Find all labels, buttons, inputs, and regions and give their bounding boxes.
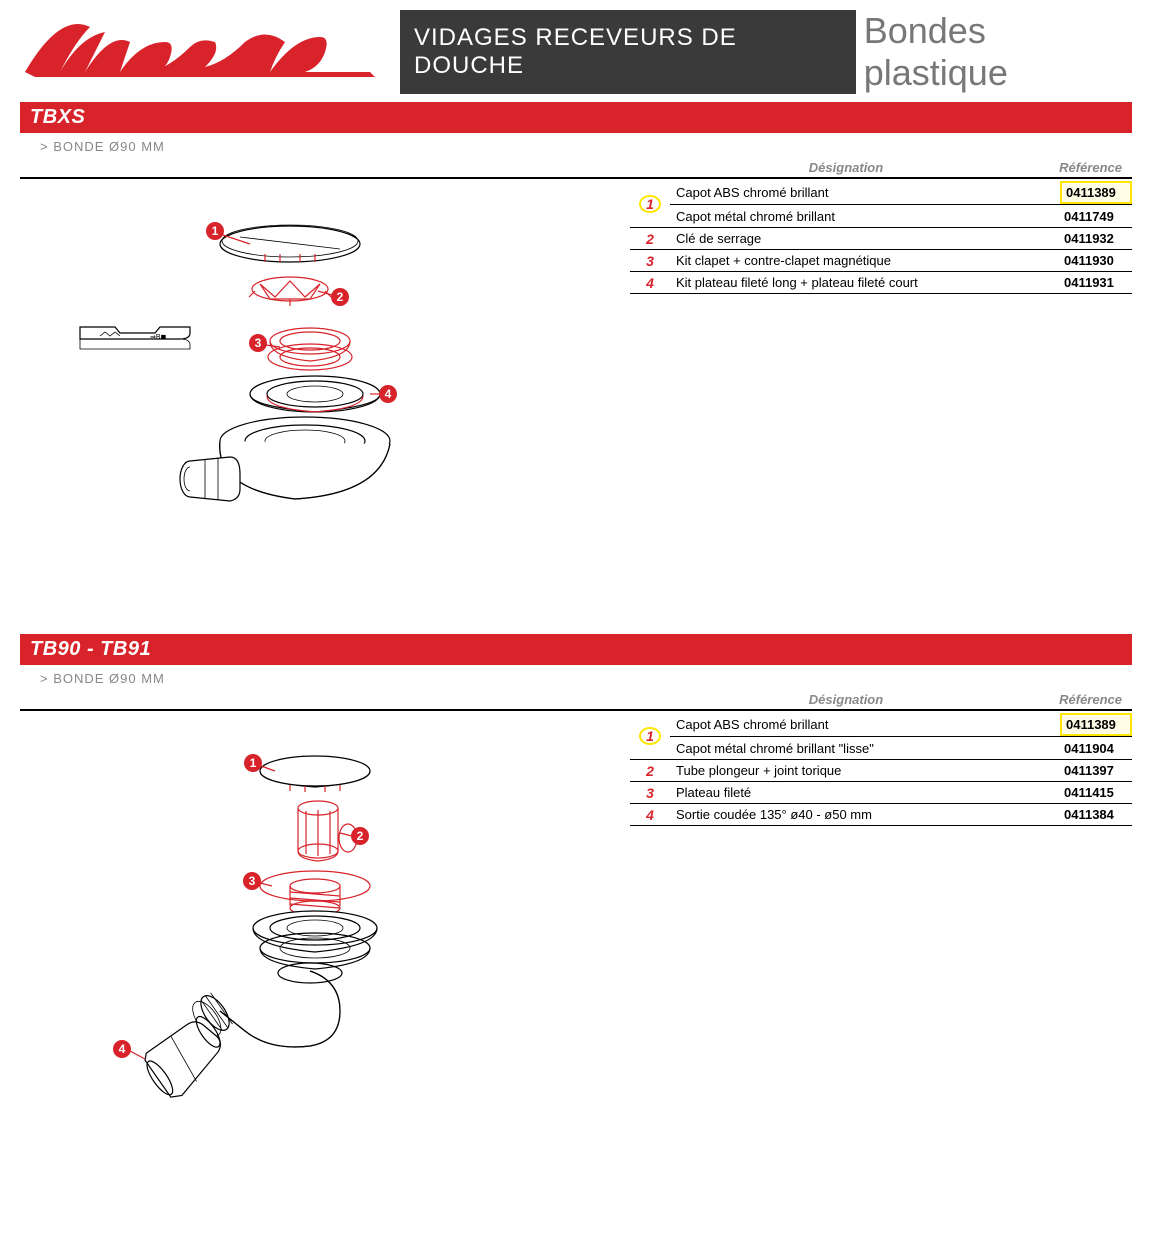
part-designation: Clé de serrage xyxy=(670,228,1060,249)
table-row: 3 Kit clapet + contre-clapet magnétique … xyxy=(630,250,1132,272)
svg-text:3: 3 xyxy=(249,874,256,888)
part-reference: 0411389 xyxy=(1060,181,1132,204)
parts-table: 1 Capot ABS chromé brillant 0411389 Capo… xyxy=(630,179,1132,564)
part-designation: Capot métal chromé brillant xyxy=(670,206,1060,227)
table-row: Capot ABS chromé brillant 0411389 xyxy=(670,713,1132,737)
table-row-group: 1 Capot ABS chromé brillant 0411389 Capo… xyxy=(630,713,1132,760)
section-tbxs: TBXS > BONDE Ø90 MM Désignation Référenc… xyxy=(20,102,1132,564)
exploded-diagram-tb90: 1 2 xyxy=(20,711,630,1156)
column-headers: Désignation Référence xyxy=(20,690,1132,709)
part-reference: 0411384 xyxy=(1060,805,1132,824)
part-designation: Kit plateau fileté long + plateau fileté… xyxy=(670,272,1060,293)
table-row-group: 1 Capot ABS chromé brillant 0411389 Capo… xyxy=(630,181,1132,228)
table-row: 2 Tube plongeur + joint torique 0411397 xyxy=(630,760,1132,782)
part-designation: Kit clapet + contre-clapet magnétique xyxy=(670,250,1060,271)
part-reference: 0411932 xyxy=(1060,229,1132,248)
header-category: VIDAGES RECEVEURS DE DOUCHE xyxy=(400,10,856,94)
part-reference: 0411389 xyxy=(1060,713,1132,736)
section-subtitle: > BONDE Ø90 MM xyxy=(20,665,1132,690)
svg-text:2: 2 xyxy=(337,290,344,304)
svg-text:4: 4 xyxy=(119,1042,126,1056)
part-reference: 0411749 xyxy=(1060,207,1132,226)
svg-text:1: 1 xyxy=(250,756,257,770)
part-designation: Capot ABS chromé brillant xyxy=(670,714,1060,735)
part-number: 3 xyxy=(630,253,670,269)
section-title: TBXS xyxy=(20,102,1132,133)
svg-text:2: 2 xyxy=(357,829,364,843)
svg-text:3: 3 xyxy=(255,336,262,350)
page-header: VIDAGES RECEVEURS DE DOUCHE Bondes plast… xyxy=(20,10,1132,94)
part-number: 1 xyxy=(630,713,670,759)
svg-text:4: 4 xyxy=(385,387,392,401)
part-reference: 0411397 xyxy=(1060,761,1132,780)
parts-table: 1 Capot ABS chromé brillant 0411389 Capo… xyxy=(630,711,1132,1156)
part-number: 1 xyxy=(630,181,670,227)
svg-text:⇒B◼: ⇒B◼ xyxy=(150,334,167,341)
exploded-diagram-tbxs: 1 2 ⇒B◼ xyxy=(20,179,630,564)
section-title: TB90 - TB91 xyxy=(20,634,1132,665)
part-number: 4 xyxy=(630,275,670,291)
col-designation: Désignation xyxy=(650,160,1042,175)
col-reference: Référence xyxy=(1042,692,1132,707)
section-subtitle: > BONDE Ø90 MM xyxy=(20,133,1132,158)
header-subcategory: Bondes plastique xyxy=(856,10,1132,94)
table-row: 4 Sortie coudée 135° ø40 - ø50 mm 041138… xyxy=(630,804,1132,826)
part-reference: 0411904 xyxy=(1060,739,1132,758)
part-reference: 0411415 xyxy=(1060,783,1132,802)
part-reference: 0411931 xyxy=(1060,273,1132,292)
table-row: 2 Clé de serrage 0411932 xyxy=(630,228,1132,250)
column-headers: Désignation Référence xyxy=(20,158,1132,177)
part-number: 3 xyxy=(630,785,670,801)
part-number: 2 xyxy=(630,231,670,247)
section-tb90-tb91: TB90 - TB91 > BONDE Ø90 MM Désignation R… xyxy=(20,634,1132,1156)
part-designation: Sortie coudée 135° ø40 - ø50 mm xyxy=(670,804,1060,825)
col-designation: Désignation xyxy=(650,692,1042,707)
table-row: Capot métal chromé brillant 0411749 xyxy=(670,205,1132,227)
part-number: 2 xyxy=(630,763,670,779)
table-row: 4 Kit plateau fileté long + plateau file… xyxy=(630,272,1132,294)
part-designation: Plateau fileté xyxy=(670,782,1060,803)
svg-text:1: 1 xyxy=(212,224,219,238)
part-number: 4 xyxy=(630,807,670,823)
part-designation: Tube plongeur + joint torique xyxy=(670,760,1060,781)
table-row: Capot ABS chromé brillant 0411389 xyxy=(670,181,1132,205)
part-reference: 0411930 xyxy=(1060,251,1132,270)
part-designation: Capot métal chromé brillant "lisse" xyxy=(670,738,1060,759)
table-row: Capot métal chromé brillant "lisse" 0411… xyxy=(670,737,1132,759)
table-row: 3 Plateau fileté 0411415 xyxy=(630,782,1132,804)
brand-logo xyxy=(20,17,380,94)
col-reference: Référence xyxy=(1042,160,1132,175)
part-designation: Capot ABS chromé brillant xyxy=(670,182,1060,203)
